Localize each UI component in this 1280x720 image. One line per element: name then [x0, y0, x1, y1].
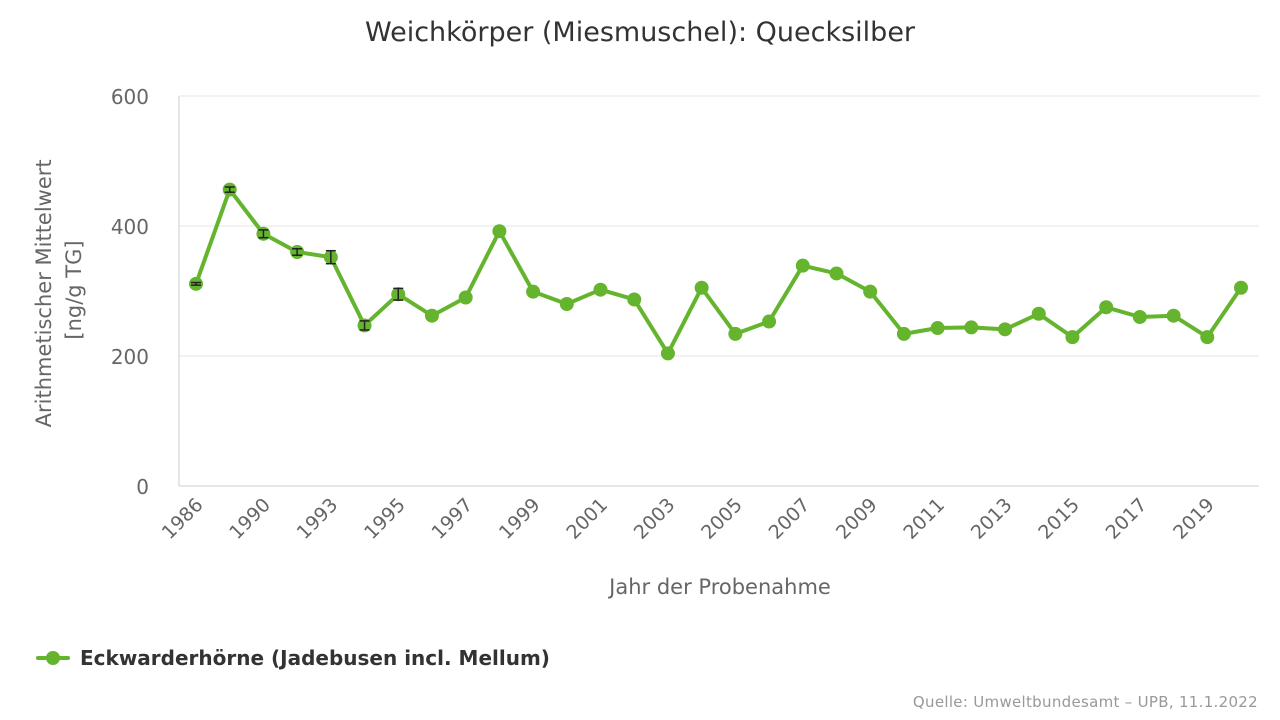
data-point	[559, 297, 574, 311]
series-line	[194, 187, 1243, 356]
x-tick-label: 1997	[427, 494, 477, 544]
data-point	[829, 266, 844, 281]
data-point	[458, 290, 473, 305]
y-tick-label: 600	[111, 85, 149, 109]
y-tick-label: 0	[136, 475, 149, 499]
error-bar	[191, 281, 201, 286]
x-axis-title: Jahr der Probenahme	[607, 575, 831, 599]
x-tick-label: 2005	[697, 494, 747, 544]
y-axis-title-line1: Arithmetischer Mittelwert	[32, 159, 56, 427]
data-point	[593, 282, 608, 297]
data-point	[964, 320, 979, 335]
x-tick-label: 1993	[293, 494, 343, 544]
data-point	[930, 321, 945, 336]
error-bar	[258, 229, 269, 239]
data-point	[424, 308, 439, 323]
error-bar	[292, 248, 303, 256]
y-tick-label: 200	[111, 345, 149, 369]
error-bar	[224, 186, 235, 193]
data-point	[863, 284, 878, 299]
y-axis-title-line2: [ng/g TG]	[62, 240, 86, 339]
legend-marker-icon	[36, 651, 70, 665]
x-tick-label: 1990	[225, 494, 275, 544]
data-point	[795, 258, 810, 273]
data-point	[526, 284, 541, 299]
data-point	[896, 326, 911, 341]
error-bar	[325, 249, 336, 265]
x-tick-label: 2017	[1102, 494, 1152, 544]
error-bar	[393, 287, 404, 301]
data-point	[1234, 280, 1248, 295]
data-point	[492, 224, 507, 239]
data-point	[660, 346, 675, 361]
x-tick-label: 1995	[360, 494, 410, 544]
x-tick-label: 2013	[967, 494, 1017, 544]
x-tick-label: 2007	[765, 494, 815, 544]
source-credit: Quelle: Umweltbundesamt – UPB, 11.1.2022	[912, 693, 1258, 711]
data-point	[1031, 306, 1046, 321]
data-point	[728, 326, 743, 341]
x-tick-label: 2019	[1169, 494, 1219, 544]
x-tick-label: 1999	[495, 494, 545, 544]
data-point	[1099, 300, 1114, 315]
legend-item[interactable]: Eckwarderhörne (Jadebusen incl. Mellum)	[36, 646, 550, 670]
y-axis-title: Arithmetischer Mittelwert [ng/g TG]	[32, 153, 86, 428]
data-point	[627, 292, 642, 307]
legend-label: Eckwarderhörne (Jadebusen incl. Mellum)	[80, 646, 550, 670]
data-point	[1065, 330, 1080, 345]
data-point	[762, 314, 777, 329]
x-tick-label: 2015	[1034, 494, 1084, 544]
x-tick-label: 2003	[630, 494, 680, 544]
data-point	[998, 322, 1013, 337]
x-tick-label: 2001	[562, 494, 612, 544]
data-point	[1166, 308, 1181, 323]
x-tick-label: 1986	[158, 494, 208, 544]
chart-title: Weichkörper (Miesmuschel): Quecksilber	[365, 17, 916, 48]
x-tick-label: 2009	[832, 494, 882, 544]
data-point	[1132, 310, 1147, 324]
x-tick-label: 2011	[899, 494, 949, 544]
data-point	[1200, 330, 1215, 345]
error-bar	[359, 320, 370, 331]
data-point	[694, 280, 709, 295]
y-tick-label: 400	[111, 215, 149, 239]
